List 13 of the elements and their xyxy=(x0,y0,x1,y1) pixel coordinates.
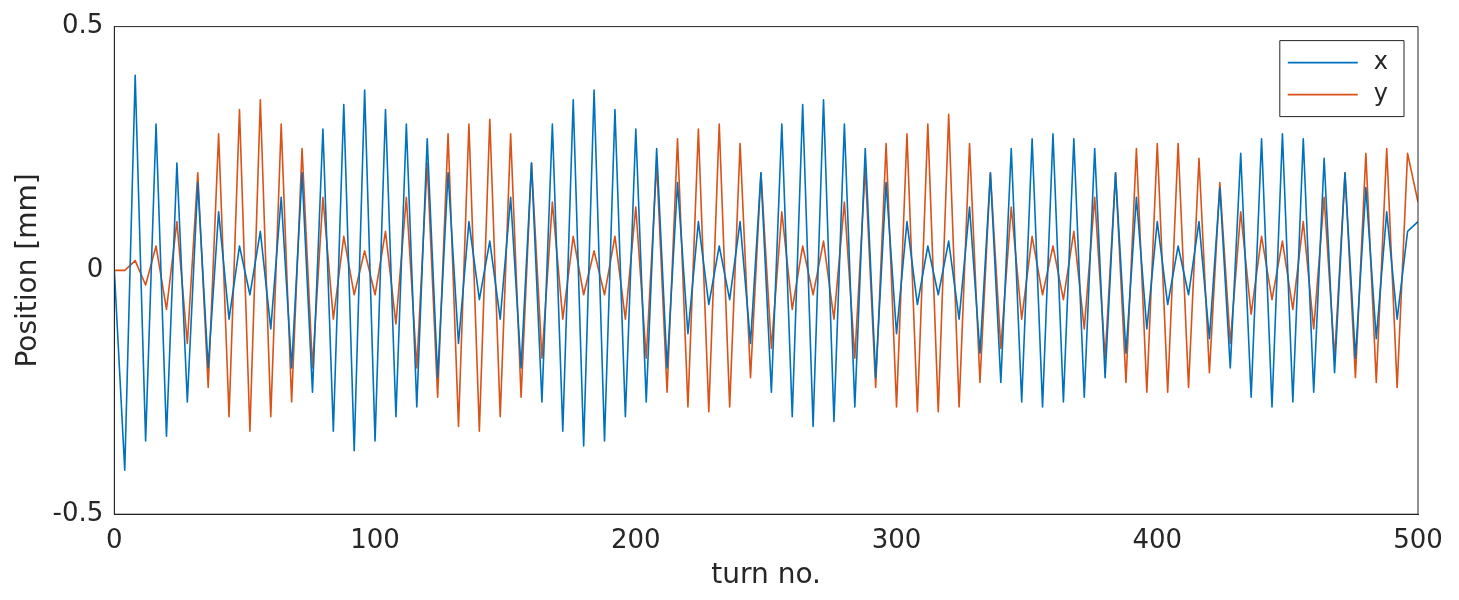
legend-label: x xyxy=(1373,46,1388,75)
x-tick-label: 500 xyxy=(1393,523,1443,554)
x-tick-label: 0 xyxy=(106,523,123,554)
x-tick-label: 100 xyxy=(350,523,400,554)
y-tick-label: -0.5 xyxy=(52,496,104,527)
legend-label: y xyxy=(1373,78,1388,107)
x-axis-title: turn no. xyxy=(711,557,822,591)
x-tick-label: 200 xyxy=(610,523,661,554)
y-axis-title: Position [mm] xyxy=(10,173,44,368)
x-tick-label: 300 xyxy=(871,523,922,554)
y-tick-label: 0.5 xyxy=(61,9,104,40)
y-tick-label: 0 xyxy=(86,253,104,284)
x-tick-label: 400 xyxy=(1132,523,1183,554)
